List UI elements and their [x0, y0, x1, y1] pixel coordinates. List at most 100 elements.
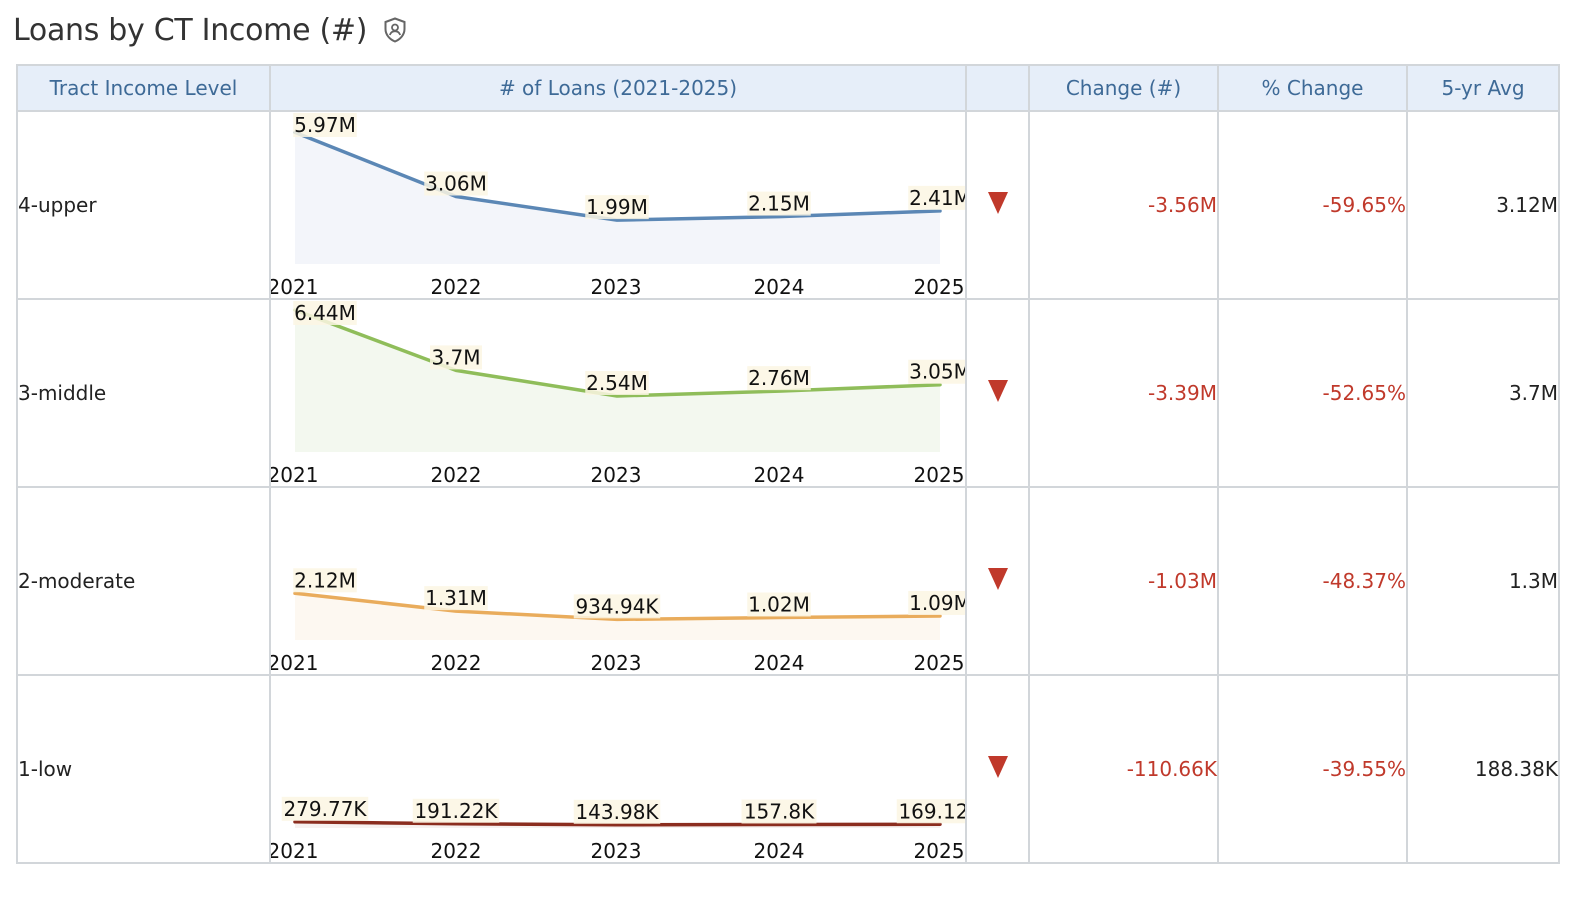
data-label-bg	[573, 594, 661, 619]
data-label-bg	[747, 592, 811, 617]
sparkline-cell: 2.12M 1.31M 934.94K 1.02M 1.09M 2021 2022 2023 2…	[269, 486, 967, 676]
x-tick-label: 2021	[271, 651, 318, 674]
sparkline-chart: 5.97M 3.06M 1.99M 2.15M 2.41M 2021 2022 2023 202…	[271, 113, 965, 298]
sparkline-chart: 279.77K 191.22K 143.98K 157.8K 169.12K 2021 20…	[271, 796, 965, 862]
x-tick-label: 2025	[914, 651, 965, 674]
data-label-bg	[747, 191, 811, 216]
data-label: 1.99M	[586, 195, 648, 219]
data-label-bg	[424, 586, 488, 611]
data-label-bg	[412, 798, 500, 823]
x-tick-label: 2023	[591, 463, 642, 486]
table-row[interactable]: 1-low 279.77K 191.22K 143.98K 157.8K 169.12K…	[16, 674, 1560, 864]
row-change: -110.66K	[1028, 674, 1219, 864]
loans-table: Tract Income Level # of Loans (2021-2025…	[16, 64, 1560, 864]
x-tick-label: 2021	[271, 839, 318, 862]
down-triangle-icon	[987, 379, 1008, 402]
table-row[interactable]: 3-middle 6.44M 3.7M 2.54M 2.76M 3.05M 2021 202…	[16, 298, 1560, 488]
header-loans[interactable]: # of Loans (2021-2025)	[269, 64, 967, 112]
sparkline-chart: 2.12M 1.31M 934.94K 1.02M 1.09M 2021 2022 2023 2…	[271, 568, 965, 674]
row-avg: 3.12M	[1406, 110, 1560, 300]
x-tick-label: 2025	[914, 463, 965, 486]
data-label: 1.31M	[425, 586, 487, 610]
data-label-bg	[293, 568, 357, 593]
data-label-bg	[293, 113, 357, 137]
trend-cell	[965, 486, 1030, 676]
trend-cell	[965, 674, 1030, 864]
data-label: 169.12K	[898, 799, 965, 823]
series-line	[293, 591, 942, 622]
data-label-bg	[908, 185, 965, 210]
row-pct-change: -52.65%	[1217, 298, 1408, 488]
header-pct-change[interactable]: % Change	[1217, 64, 1408, 112]
row-level: 3-middle	[16, 298, 271, 488]
series-line	[293, 308, 942, 398]
x-tick-label: 2022	[431, 651, 482, 674]
x-tick-label: 2022	[431, 839, 482, 862]
header-level[interactable]: Tract Income Level	[16, 64, 271, 112]
row-change: -3.39M	[1028, 298, 1219, 488]
data-label-bg	[896, 799, 965, 824]
data-label-bg	[741, 799, 817, 824]
sparkline-cell: 6.44M 3.7M 2.54M 2.76M 3.05M 2021 2022 2023 2024…	[269, 298, 967, 488]
x-tick-label: 2024	[754, 463, 805, 486]
row-avg: 3.7M	[1406, 298, 1560, 488]
data-label: 1.02M	[748, 593, 810, 617]
row-level: 2-moderate	[16, 486, 271, 676]
data-label: 2.41M	[909, 186, 965, 210]
row-level: 4-upper	[16, 110, 271, 300]
table-row[interactable]: 4-upper 5.97M 3.06M 1.99M 2.15M 2.41M 2021 202…	[16, 110, 1560, 300]
data-label: 279.77K	[283, 797, 367, 821]
header-row: Tract Income Level # of Loans (2021-2025…	[16, 64, 1560, 112]
title-bar: Loans by CT Income (#)	[13, 8, 407, 52]
data-label-bg	[424, 171, 488, 196]
data-label: 3.7M	[431, 345, 480, 369]
x-tick-label: 2024	[754, 651, 805, 674]
sparkline-cell: 279.77K 191.22K 143.98K 157.8K 169.12K 2021 20…	[269, 674, 967, 864]
x-tick-label: 2021	[271, 463, 318, 486]
down-triangle-icon	[987, 567, 1008, 590]
series-line	[293, 130, 942, 222]
data-label-bg	[293, 301, 357, 325]
data-label: 5.97M	[294, 113, 356, 137]
sparkline-chart: 6.44M 3.7M 2.54M 2.76M 3.05M 2021 2022 2023 2024…	[271, 301, 965, 486]
down-triangle-icon	[987, 191, 1008, 214]
data-label-bg	[585, 195, 649, 220]
data-label-bg	[908, 359, 965, 384]
header-change[interactable]: Change (#)	[1028, 64, 1219, 112]
series-area	[295, 310, 940, 452]
data-label-bg	[908, 590, 965, 615]
header-avg[interactable]: 5-yr Avg	[1406, 64, 1560, 112]
data-label: 2.12M	[294, 568, 356, 592]
row-change: -1.03M	[1028, 486, 1219, 676]
page-title: Loans by CT Income (#)	[13, 12, 368, 48]
data-label-bg	[747, 366, 811, 391]
shield-user-icon[interactable]	[383, 17, 407, 43]
trend-cell	[965, 298, 1030, 488]
table-row[interactable]: 2-moderate 2.12M 1.31M 934.94K 1.02M 1.09M 20…	[16, 486, 1560, 676]
down-triangle-icon	[987, 755, 1008, 778]
row-pct-change: -59.65%	[1217, 110, 1408, 300]
data-label: 934.94K	[575, 594, 659, 618]
data-label-bg	[281, 796, 369, 821]
data-label: 1.09M	[909, 591, 965, 615]
data-label-bg	[585, 370, 649, 395]
trend-cell	[965, 110, 1030, 300]
x-tick-label: 2025	[914, 839, 965, 862]
series-area	[295, 132, 940, 264]
x-tick-label: 2025	[914, 275, 965, 298]
x-tick-label: 2024	[754, 839, 805, 862]
x-tick-label: 2021	[271, 275, 318, 298]
x-tick-label: 2023	[591, 275, 642, 298]
series-line	[293, 820, 942, 827]
header-trend[interactable]	[965, 64, 1030, 112]
row-pct-change: -48.37%	[1217, 486, 1408, 676]
data-label: 6.44M	[294, 301, 356, 325]
row-avg: 188.38K	[1406, 674, 1560, 864]
data-label-bg	[430, 345, 482, 370]
data-label-bg	[573, 799, 661, 824]
row-change: -3.56M	[1028, 110, 1219, 300]
data-label: 157.8K	[744, 800, 815, 824]
x-tick-label: 2022	[431, 275, 482, 298]
row-avg: 1.3M	[1406, 486, 1560, 676]
data-label: 2.76M	[748, 366, 810, 390]
